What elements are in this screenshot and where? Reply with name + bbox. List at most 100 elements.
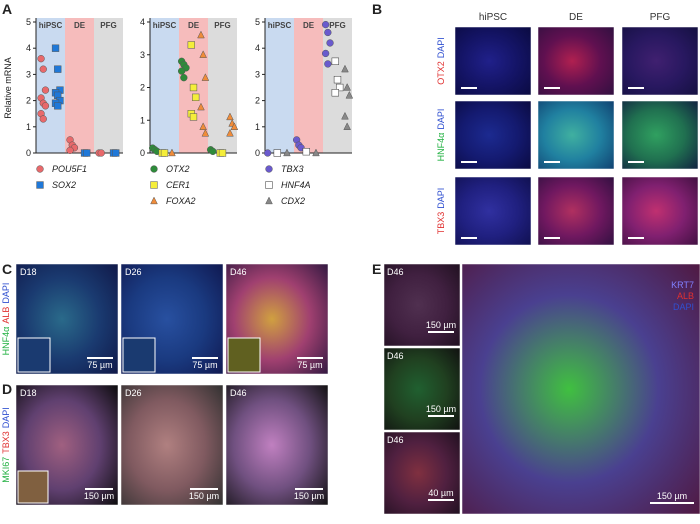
scale-bar-label: 150 µm [84,491,114,501]
data-point [324,60,332,68]
data-point [41,102,50,110]
data-point [189,83,198,92]
micrograph [621,176,699,246]
scale-bar-label: 150 µm [426,404,456,414]
data-point [39,115,47,123]
data-point [226,112,234,121]
stage-band [294,18,323,153]
micrograph [454,176,532,246]
data-point [336,83,344,92]
data-point [41,86,50,94]
stage-band [150,18,179,153]
stain-name: TBX3 [1,431,11,454]
legend-label: FOXA2 [166,196,196,206]
scale-bar-label: 150 µm [189,491,219,501]
y-tick-label: 3 [255,69,260,79]
y-tick-label: 4 [26,43,31,53]
stage-band [94,18,123,153]
stain-label: TBX3 DAPI [436,188,446,235]
y-tick-label: 1 [255,122,260,132]
panel-letter: A [2,1,12,17]
stage-band [65,18,94,153]
stage-label: hiPSC [268,21,292,30]
inset [122,337,156,373]
stain-name: DAPI [436,188,446,209]
stain-label: HNF4α DAPI [436,109,446,162]
stain-name: ALB [677,291,694,301]
data-point [324,28,332,37]
scale-bar-label: 75 µm [87,360,112,370]
data-point [331,57,339,65]
data-point [168,148,176,157]
stain-name: OTX2 [436,61,446,85]
legend-marker [150,181,158,189]
data-point [341,111,349,120]
panel-letter: E [372,261,381,277]
legend-marker [150,165,158,173]
data-point [209,147,217,156]
y-axis-label: Relative mRNA [3,57,13,119]
stain-name: HNF4α [436,133,446,162]
data-point [177,67,186,75]
stain-name: DAPI [1,283,11,304]
micrograph [383,347,461,431]
data-point [343,122,351,130]
scale-bar-label: 150 µm [294,491,324,501]
stage-label: DE [303,21,315,30]
day-label: D46 [230,267,247,277]
column-header: DE [569,12,583,23]
inset [17,470,49,504]
column-header: hiPSC [479,12,507,23]
data-point [321,20,330,29]
data-point [302,148,310,156]
day-label: D18 [20,388,37,398]
stain-name: KRT7 [671,280,694,290]
y-tick-label: 5 [26,17,31,27]
data-point [312,148,320,157]
data-point [54,102,62,110]
data-point [51,44,60,52]
scale-bar-label: 75 µm [297,360,322,370]
y-tick-label: 5 [255,17,260,27]
micrograph [537,26,615,96]
data-point [197,102,205,111]
micrograph [621,26,699,96]
stain-name: TBX3 [436,212,446,235]
legend-marker [36,165,44,173]
data-point [97,149,105,157]
y-tick-label: 1 [140,115,145,125]
stage-band [208,18,237,153]
data-point [230,122,239,130]
data-point [273,149,281,157]
day-label: D46 [230,388,247,398]
data-point [333,75,342,84]
legend-label: SOX2 [52,180,76,190]
y-tick-label: 0 [255,148,260,158]
data-point [321,49,330,58]
data-point [189,113,198,121]
data-point [226,128,234,137]
micrograph [537,176,615,246]
stain-name: DAPI [1,407,11,428]
data-point [160,149,169,157]
data-point [326,39,334,47]
scale-bar-label: 150 µm [657,491,687,501]
stain-label: OTX2 DAPI [436,37,446,85]
data-point [199,50,207,58]
y-tick-label: 2 [140,83,145,93]
micrograph [225,384,329,506]
stain-name: ALB [1,307,11,324]
micrograph [454,100,532,170]
micrograph [120,384,224,506]
legend-marker [265,165,273,173]
data-point [197,30,205,39]
stain-name: DAPI [436,109,446,130]
stage-label: DE [74,21,86,30]
day-label: D18 [20,267,37,277]
data-point [39,65,47,73]
stain-name: DAPI [436,37,446,58]
scale-bar-label: 150 µm [426,320,456,330]
data-point [331,89,339,97]
stage-band [265,18,294,153]
legend-label: POU5F1 [52,164,87,174]
